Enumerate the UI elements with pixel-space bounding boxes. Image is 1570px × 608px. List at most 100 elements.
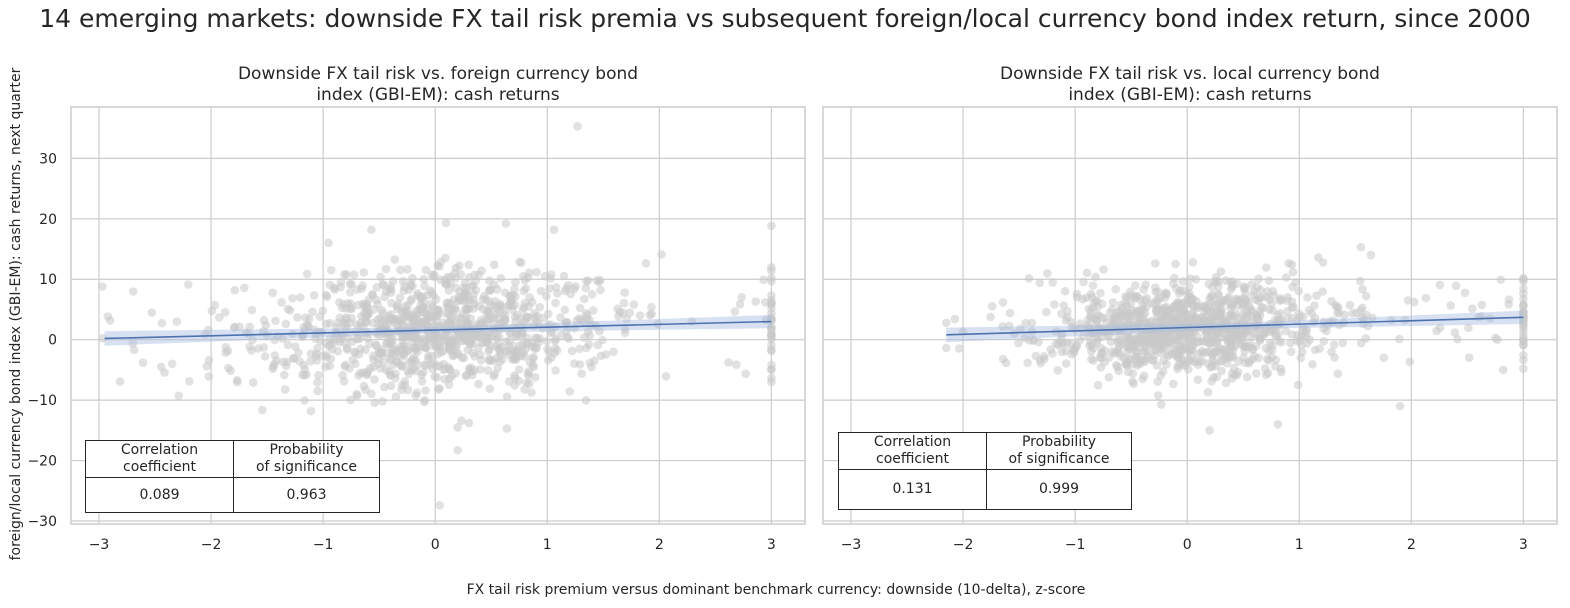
scatter-point xyxy=(321,362,330,371)
scatter-point xyxy=(1188,258,1198,267)
scatter-point xyxy=(1219,345,1229,354)
scatter-point xyxy=(248,335,257,345)
scatter-point xyxy=(579,333,589,342)
right-panel-local-currency: −3 −2 −1 0 1 2 3 Downside FX tail risk vs. loca… xyxy=(822,64,1558,553)
scatter-point xyxy=(456,270,466,279)
scatter-point xyxy=(308,307,317,317)
scatter-point xyxy=(313,343,322,353)
scatter-point xyxy=(503,345,513,355)
scatter-point xyxy=(1252,369,1261,378)
scatter-point xyxy=(524,302,534,311)
scatter-point xyxy=(1156,336,1166,346)
scatter-point xyxy=(1156,345,1166,354)
scatter-point xyxy=(465,295,474,305)
scatter-point xyxy=(377,316,387,326)
scatter-point xyxy=(1155,328,1164,337)
scatter-point xyxy=(1014,338,1023,348)
scatter-point xyxy=(1287,260,1297,269)
scatter-point xyxy=(1194,315,1203,325)
scatter-point xyxy=(647,309,657,319)
scatter-point xyxy=(340,322,349,332)
scatter-point xyxy=(1293,380,1303,390)
scatter-point xyxy=(1176,300,1186,310)
scatter-point xyxy=(1519,274,1528,284)
scatter-point xyxy=(1135,313,1144,323)
scatter-point xyxy=(1050,300,1059,309)
scatter-point xyxy=(1254,274,1263,284)
scatter-point xyxy=(767,300,776,309)
scatter-point xyxy=(248,378,258,387)
scatter-point xyxy=(172,317,182,326)
scatter-point xyxy=(1333,369,1343,379)
scatter-point xyxy=(1220,295,1229,305)
scatter-point xyxy=(575,303,585,313)
scatter-point xyxy=(403,385,413,395)
scatter-point xyxy=(614,312,623,321)
scatter-point xyxy=(520,385,529,394)
scatter-point xyxy=(210,300,220,310)
scatter-point xyxy=(440,374,450,384)
scatter-point xyxy=(1275,336,1284,346)
scatter-point xyxy=(619,298,629,308)
scatter-point xyxy=(1468,304,1477,314)
scatter-point xyxy=(421,386,430,395)
scatter-point xyxy=(281,319,291,329)
scatter-point xyxy=(724,358,733,367)
scatter-point xyxy=(1273,419,1283,429)
scatter-point xyxy=(1043,269,1052,278)
scatter-point xyxy=(396,265,405,275)
probability-of-significance-value: 0.963 xyxy=(233,477,380,513)
scatter-point xyxy=(1200,348,1209,358)
scatter-point xyxy=(1096,353,1106,363)
scatter-point xyxy=(1464,323,1473,333)
scatter-point xyxy=(1184,282,1194,292)
scatter-point xyxy=(987,302,997,311)
scatter-point xyxy=(492,285,502,294)
scatter-point xyxy=(388,276,398,286)
scatter-point xyxy=(538,313,548,323)
scatter-point xyxy=(468,370,477,380)
scatter-point xyxy=(1205,426,1214,435)
scatter-point xyxy=(184,280,193,289)
scatter-point xyxy=(420,360,429,370)
scatter-point xyxy=(1152,306,1162,315)
scatter-point xyxy=(147,308,157,318)
scatter-point xyxy=(1123,367,1133,377)
panel-title: Downside FX tail risk vs. local currency… xyxy=(1000,64,1380,84)
scatter-point xyxy=(1405,357,1415,367)
scatter-point xyxy=(408,317,418,327)
scatter-point xyxy=(544,347,554,357)
scatter-point xyxy=(767,377,776,387)
scatter-point xyxy=(1178,277,1188,286)
scatter-point xyxy=(1149,299,1159,308)
figure-title: 14 emerging markets: downside FX tail ri… xyxy=(39,4,1531,33)
scatter-point xyxy=(1395,401,1405,411)
scatter-point xyxy=(1491,333,1500,343)
probability-of-significance-value: 0.999 xyxy=(986,469,1132,510)
scatter-point xyxy=(1519,294,1528,304)
scatter-point xyxy=(1183,316,1192,325)
scatter-point xyxy=(559,271,569,281)
scatter-point xyxy=(1464,353,1474,362)
scatter-point xyxy=(1379,353,1389,363)
scatter-point xyxy=(1264,276,1274,285)
scatter-point xyxy=(517,258,526,267)
scatter-point xyxy=(306,406,316,416)
scatter-point xyxy=(1286,338,1295,348)
scatter-point xyxy=(1356,338,1366,348)
scatter-point xyxy=(296,293,305,302)
scatter-point xyxy=(390,255,400,264)
scatter-point xyxy=(288,294,297,303)
scatter-point xyxy=(1265,295,1274,304)
scatter-point xyxy=(1281,273,1291,282)
scatter-point xyxy=(1213,289,1223,299)
scatter-point xyxy=(1356,242,1366,252)
scatter-point xyxy=(277,298,286,307)
scatter-point xyxy=(1356,276,1365,286)
scatter-point xyxy=(462,304,472,313)
regression-line xyxy=(946,316,1524,336)
scatter-point xyxy=(767,323,776,332)
scatter-point xyxy=(261,320,271,330)
scatter-point xyxy=(1205,339,1214,349)
